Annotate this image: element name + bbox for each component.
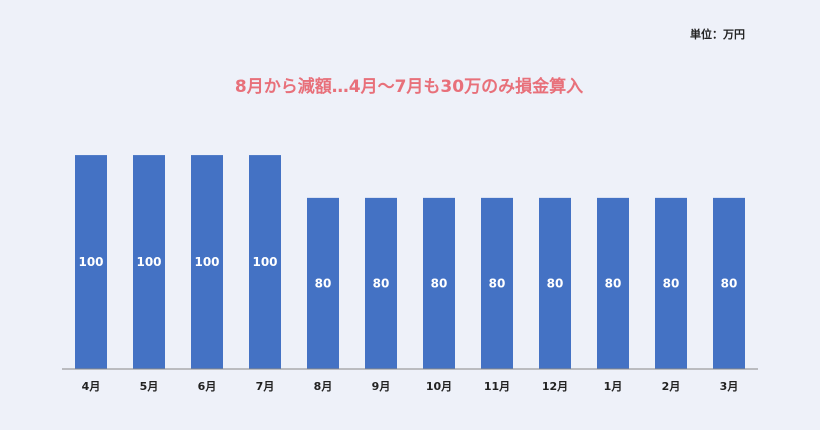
bar-value-label: 100 — [252, 255, 277, 269]
bar-3 — [191, 155, 223, 369]
x-tick-label: 8月 — [314, 380, 333, 393]
bar-9 — [539, 197, 571, 369]
x-tick-label: 11月 — [484, 380, 510, 393]
x-tick-label: 1月 — [604, 380, 623, 393]
bar-value-label: 80 — [489, 276, 506, 290]
x-tick-label: 3月 — [720, 380, 739, 393]
bars-group: 100 100 100 100 80 80 80 80 80 80 80 80 — [75, 155, 745, 369]
bar-value-label: 80 — [663, 276, 680, 290]
bar-value-label: 80 — [605, 276, 622, 290]
bar-value-label: 80 — [315, 276, 332, 290]
unit-label: 単位：万円 — [690, 27, 745, 41]
bar-value-label: 100 — [78, 255, 103, 269]
bar-12 — [713, 197, 745, 369]
bar-6 — [365, 197, 397, 369]
bar-value-label: 100 — [136, 255, 161, 269]
bar-10 — [597, 197, 629, 369]
x-tick-label: 12月 — [542, 380, 568, 393]
x-tick-label: 6月 — [198, 380, 217, 393]
x-tick-label: 9月 — [372, 380, 391, 393]
bar-value-label: 80 — [547, 276, 564, 290]
x-tick-label: 2月 — [662, 380, 681, 393]
bar-8 — [481, 197, 513, 369]
bar-5 — [307, 197, 339, 369]
x-tick-labels: 4月 5月 6月 7月 8月 9月 10月 11月 12月 1月 2月 3月 — [82, 380, 739, 393]
bar-value-label: 100 — [194, 255, 219, 269]
x-tick-label: 5月 — [140, 380, 159, 393]
x-tick-label: 4月 — [82, 380, 101, 393]
bar-1 — [75, 155, 107, 369]
x-tick-label: 10月 — [426, 380, 452, 393]
bar-11 — [655, 197, 687, 369]
bar-value-label: 80 — [721, 276, 738, 290]
x-tick-label: 7月 — [256, 380, 275, 393]
chart-title: 8月から減額…4月〜7月も30万のみ損金算入 — [235, 76, 583, 97]
bar-7 — [423, 197, 455, 369]
bar-2 — [133, 155, 165, 369]
bar-value-label: 80 — [373, 276, 390, 290]
bar-value-label: 80 — [431, 276, 448, 290]
bar-4 — [249, 155, 281, 369]
